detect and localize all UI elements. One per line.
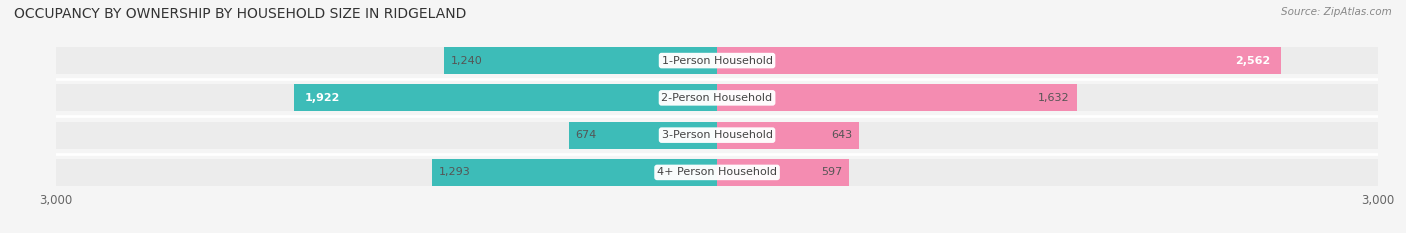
Bar xyxy=(717,84,1077,111)
Bar xyxy=(568,122,717,149)
Bar xyxy=(444,47,717,74)
Text: OCCUPANCY BY OWNERSHIP BY HOUSEHOLD SIZE IN RIDGELAND: OCCUPANCY BY OWNERSHIP BY HOUSEHOLD SIZE… xyxy=(14,7,467,21)
Bar xyxy=(717,159,849,186)
Text: 1,240: 1,240 xyxy=(450,56,482,65)
Bar xyxy=(56,122,1378,149)
Text: 2-Person Household: 2-Person Household xyxy=(661,93,773,103)
Text: 4+ Person Household: 4+ Person Household xyxy=(657,168,778,177)
Text: 597: 597 xyxy=(821,168,842,177)
Text: 1,293: 1,293 xyxy=(439,168,471,177)
Bar xyxy=(294,84,717,111)
Text: 1-Person Household: 1-Person Household xyxy=(662,56,772,65)
Text: 674: 674 xyxy=(575,130,596,140)
Text: 1,632: 1,632 xyxy=(1038,93,1070,103)
Bar xyxy=(56,159,1378,186)
Text: Source: ZipAtlas.com: Source: ZipAtlas.com xyxy=(1281,7,1392,17)
Text: 643: 643 xyxy=(831,130,852,140)
Bar xyxy=(56,84,1378,111)
Text: 2,562: 2,562 xyxy=(1234,56,1271,65)
Bar xyxy=(56,47,1378,74)
Bar xyxy=(717,122,859,149)
Bar xyxy=(432,159,717,186)
Text: 3-Person Household: 3-Person Household xyxy=(662,130,772,140)
Bar xyxy=(717,47,1281,74)
Text: 1,922: 1,922 xyxy=(305,93,340,103)
